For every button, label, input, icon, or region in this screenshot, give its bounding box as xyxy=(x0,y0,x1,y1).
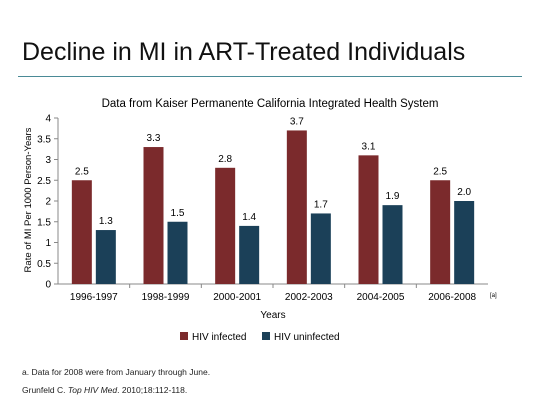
bar xyxy=(95,230,116,284)
bar xyxy=(215,167,236,284)
legend-label: HIV infected xyxy=(192,332,246,343)
data-label: 3.3 xyxy=(147,133,161,144)
y-tick-label: 2.5 xyxy=(37,176,51,187)
bars: 2.5 3.3 2.8 3.7 3.1 2.5 1.3 1.5 1.4 1.7 1.9 2.0 xyxy=(71,116,475,284)
x-tick-label: 2006-2008 xyxy=(428,292,476,303)
x-tick-label: 2000-2001 xyxy=(213,292,261,303)
y-tick-label: 3.5 xyxy=(37,134,51,145)
data-label: 2.5 xyxy=(433,166,447,177)
data-label: 2.8 xyxy=(218,154,232,165)
legend-swatch xyxy=(180,332,188,340)
data-label: 1.4 xyxy=(242,212,256,223)
legend: HIV infected HIV uninfected xyxy=(180,332,340,343)
data-label: 2.5 xyxy=(75,166,89,177)
y-tick-label: 1.5 xyxy=(37,217,51,228)
bar xyxy=(430,180,451,284)
data-label: 3.7 xyxy=(290,116,304,127)
legend-label: HIV uninfected xyxy=(274,332,340,343)
x-tick-label: 1996-1997 xyxy=(70,292,118,303)
bar xyxy=(382,205,403,284)
legend-swatch xyxy=(262,332,270,340)
bar xyxy=(286,130,307,284)
footnote: a. Data for 2008 were from January throu… xyxy=(22,367,211,377)
data-label: 3.1 xyxy=(362,141,376,152)
x-axis: 1996-1997 1998-1999 2000-2001 2002-2003 2004… xyxy=(58,283,497,303)
y-axis-label: Rate of MI Per 1000 Person-Years xyxy=(23,127,34,272)
slide-title: Decline in MI in ART-Treated Individuals xyxy=(22,38,466,66)
chart-title: Data from Kaiser Permanente California I… xyxy=(102,98,439,110)
data-label: 1.3 xyxy=(99,216,113,227)
bar-chart: Data from Kaiser Permanente California I… xyxy=(23,98,497,343)
bar xyxy=(167,221,188,284)
bar xyxy=(310,213,331,284)
bar xyxy=(143,147,164,284)
bar xyxy=(71,180,92,284)
category-footnote-marker: [a] xyxy=(490,293,497,299)
citation-journal: Top HIV Med xyxy=(67,385,118,395)
y-tick-label: 3 xyxy=(45,155,51,166)
title-divider xyxy=(18,76,522,77)
citation-author: Grunfeld C. xyxy=(22,385,68,395)
y-tick-label: 2 xyxy=(45,197,51,208)
citation: Grunfeld C. Top HIV Med. 2010;18:112-118… xyxy=(22,385,187,395)
data-label: 1.9 xyxy=(386,191,400,202)
data-label: 1.7 xyxy=(314,199,328,210)
bar xyxy=(454,201,475,284)
x-tick-label: 1998-1999 xyxy=(142,292,190,303)
x-axis-label: Years xyxy=(260,310,285,321)
y-tick-label: 4 xyxy=(45,114,51,125)
data-label: 1.5 xyxy=(171,208,185,219)
y-tick-label: 1 xyxy=(45,238,51,249)
x-tick-label: 2004-2005 xyxy=(357,292,405,303)
bar xyxy=(239,225,260,284)
data-label: 2.0 xyxy=(457,187,471,198)
citation-details: . 2010;18:112-118. xyxy=(117,385,188,395)
x-tick-label: 2002-2003 xyxy=(285,292,333,303)
y-axis: 0 0.5 1 1.5 2 2.5 3 3.5 4 xyxy=(37,114,59,291)
y-tick-label: 0.5 xyxy=(37,259,51,270)
bar xyxy=(358,155,379,284)
y-tick-label: 0 xyxy=(45,280,51,291)
